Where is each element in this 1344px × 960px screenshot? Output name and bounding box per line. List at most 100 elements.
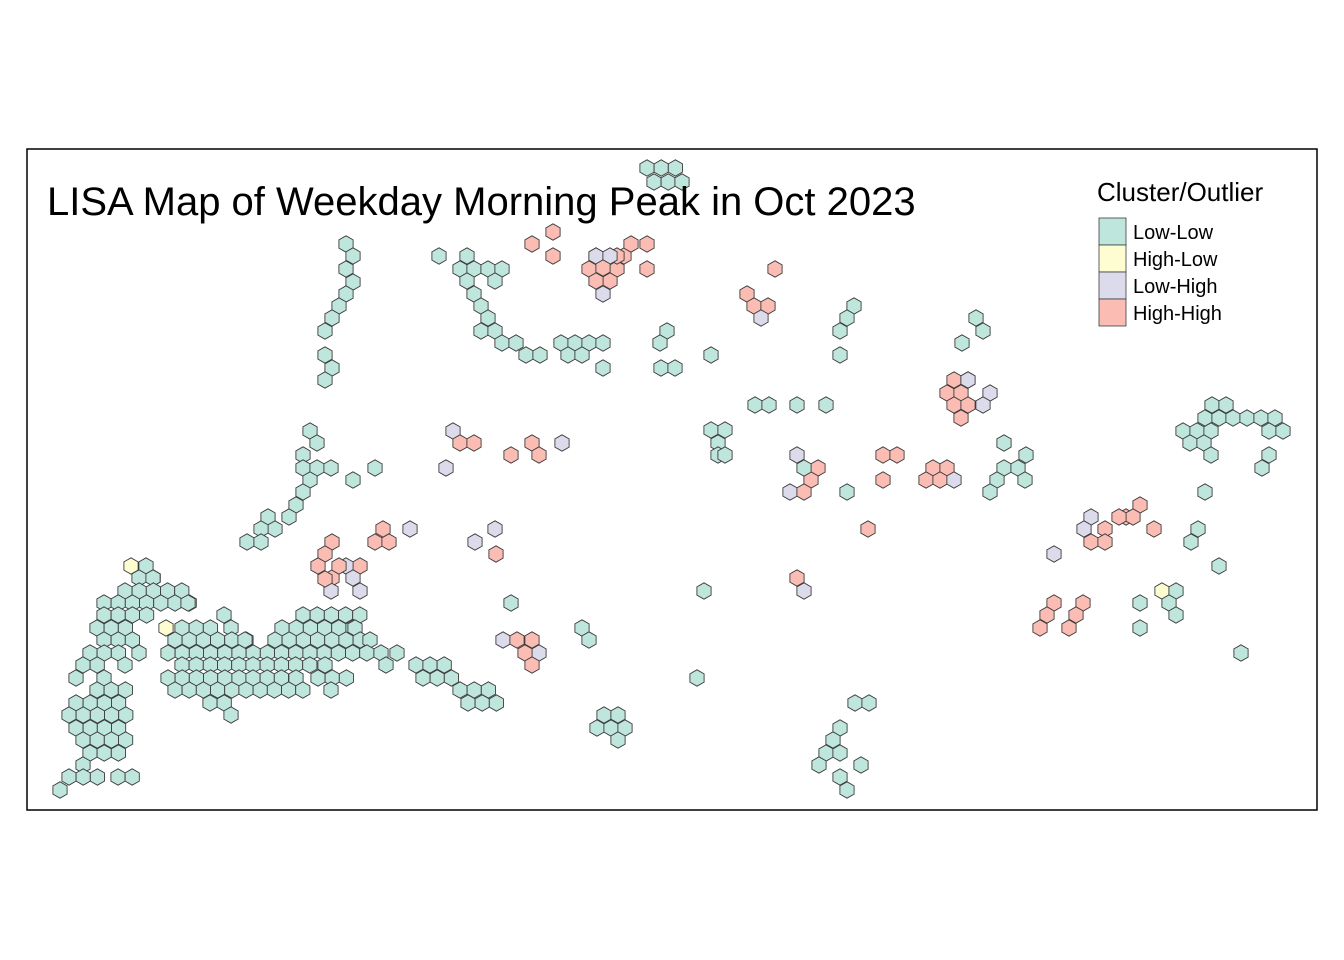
hex-cell-high-low bbox=[158, 619, 174, 637]
hex-cell-low-low bbox=[653, 359, 669, 377]
hex-cell-low-high bbox=[782, 483, 798, 501]
hex-grid bbox=[52, 159, 1291, 799]
hex-cell-low-low bbox=[317, 346, 333, 364]
legend-label-high-high: High-High bbox=[1133, 303, 1222, 325]
hex-cell-high-high bbox=[953, 409, 969, 427]
hex-cell-low-low bbox=[295, 681, 311, 699]
hex-cell-high-high bbox=[960, 396, 976, 414]
hex-cell-low-low bbox=[1211, 557, 1227, 575]
hex-cell-low-high bbox=[960, 371, 976, 389]
hex-cell-low-low bbox=[223, 706, 239, 724]
hex-cell-low-low bbox=[1211, 409, 1227, 427]
hex-cell-low-low bbox=[1190, 520, 1206, 538]
hex-cell-low-high bbox=[789, 446, 805, 464]
hex-cell-low-low bbox=[96, 744, 112, 762]
hex-cell-low-low bbox=[1225, 409, 1241, 427]
hex-cell-low-low bbox=[131, 644, 147, 662]
hex-cell-low-high bbox=[352, 582, 368, 600]
hex-cell-low-low bbox=[429, 669, 445, 687]
hex-cell-high-high bbox=[602, 272, 618, 290]
hex-cell-low-low bbox=[1261, 446, 1277, 464]
legend-swatch-high-low bbox=[1098, 244, 1127, 273]
hex-cell-high-high bbox=[317, 570, 333, 588]
hex-cell-low-low bbox=[153, 594, 169, 612]
hex-cell-low-low bbox=[415, 669, 431, 687]
hex-cell-high-high bbox=[524, 656, 540, 674]
hex-cell-low-low bbox=[1254, 459, 1270, 477]
hex-cell-low-low bbox=[968, 309, 984, 327]
hex-cell-low-low bbox=[118, 706, 134, 724]
legend-title: Cluster/Outlier bbox=[1097, 177, 1263, 207]
hex-cell-low-low bbox=[1182, 434, 1198, 452]
hex-cell-low-low bbox=[266, 681, 282, 699]
hex-cell-low-high bbox=[946, 471, 962, 489]
hex-cell-low-low bbox=[378, 656, 394, 674]
hex-cell-low-low bbox=[124, 768, 140, 786]
hex-cell-low-high bbox=[595, 285, 611, 303]
hex-cell-low-low bbox=[1253, 409, 1269, 427]
hex-cell-low-high bbox=[438, 459, 454, 477]
hex-cell-low-low bbox=[253, 533, 269, 551]
hex-cell-low-low bbox=[595, 334, 611, 352]
hex-cell-low-low bbox=[281, 681, 297, 699]
hex-cell-high-high bbox=[639, 260, 655, 278]
hex-cell-low-low bbox=[267, 520, 283, 538]
hex-cell-low-low bbox=[1261, 422, 1277, 440]
hex-cell-low-low bbox=[238, 681, 254, 699]
hex-cell-low-low bbox=[861, 694, 877, 712]
hex-cell-low-low bbox=[595, 359, 611, 377]
hex-cell-low-low bbox=[181, 681, 197, 699]
hex-cell-low-low bbox=[581, 631, 597, 649]
legend-swatch-high-high bbox=[1098, 298, 1127, 327]
legend-label-high-low: High-Low bbox=[1133, 249, 1218, 271]
hex-cell-low-low bbox=[389, 644, 405, 662]
hex-cell-high-high bbox=[381, 533, 397, 551]
hex-cell-low-low bbox=[839, 309, 855, 327]
hex-cell-low-low bbox=[853, 756, 869, 774]
hex-cell-low-low bbox=[982, 483, 998, 501]
hex-cell-high-high bbox=[310, 557, 326, 575]
hex-cell-low-low bbox=[330, 644, 346, 662]
legend-item-high-low: High-Low bbox=[1098, 244, 1218, 273]
hex-cell-high-high bbox=[588, 272, 604, 290]
hex-cell-low-low bbox=[825, 731, 841, 749]
hex-cell-low-low bbox=[1183, 533, 1199, 551]
legend-item-low-low: Low-Low bbox=[1098, 217, 1214, 246]
hex-cell-low-low bbox=[832, 744, 848, 762]
hex-cell-low-low bbox=[139, 606, 155, 624]
hex-cell-high-high bbox=[531, 446, 547, 464]
hex-cell-low-low bbox=[216, 606, 232, 624]
hex-cell-low-low bbox=[574, 346, 590, 364]
hex-cell-low-low bbox=[52, 781, 68, 799]
hex-cell-low-low bbox=[839, 781, 855, 799]
hex-cell-low-low bbox=[324, 309, 340, 327]
hex-cell-high-high bbox=[1097, 533, 1113, 551]
hex-cell-low-low bbox=[1197, 483, 1213, 501]
hex-cell-low-low bbox=[110, 744, 126, 762]
hex-cell-low-low bbox=[345, 247, 361, 265]
hex-cell-low-low bbox=[1233, 644, 1249, 662]
hex-cell-low-low bbox=[1132, 594, 1148, 612]
hex-cell-low-low bbox=[532, 346, 548, 364]
hex-cell-low-low bbox=[975, 322, 991, 340]
hex-cell-high-high bbox=[1068, 606, 1084, 624]
hex-cell-low-low bbox=[639, 159, 655, 177]
hex-cell-low-low bbox=[1018, 446, 1034, 464]
hex-cell-high-high bbox=[367, 533, 383, 551]
hex-cell-low-low bbox=[1218, 396, 1234, 414]
hex-cell-low-low bbox=[1132, 619, 1148, 637]
hex-cell-low-low bbox=[167, 681, 183, 699]
hex-cell-low-low bbox=[317, 322, 333, 340]
hex-cell-low-low bbox=[796, 459, 812, 477]
hex-cell-high-high bbox=[875, 471, 891, 489]
hex-cell-high-high bbox=[875, 446, 891, 464]
hex-cell-low-low bbox=[696, 582, 712, 600]
hex-cell-high-high bbox=[331, 557, 347, 575]
hex-cell-low-low bbox=[832, 322, 848, 340]
hex-cell-high-low bbox=[123, 557, 139, 575]
hex-cell-high-high bbox=[796, 483, 812, 501]
hex-cell-low-high bbox=[975, 396, 991, 414]
hex-cell-low-high bbox=[554, 434, 570, 452]
hex-cell-low-low bbox=[460, 694, 476, 712]
hex-cell-high-high bbox=[466, 434, 482, 452]
